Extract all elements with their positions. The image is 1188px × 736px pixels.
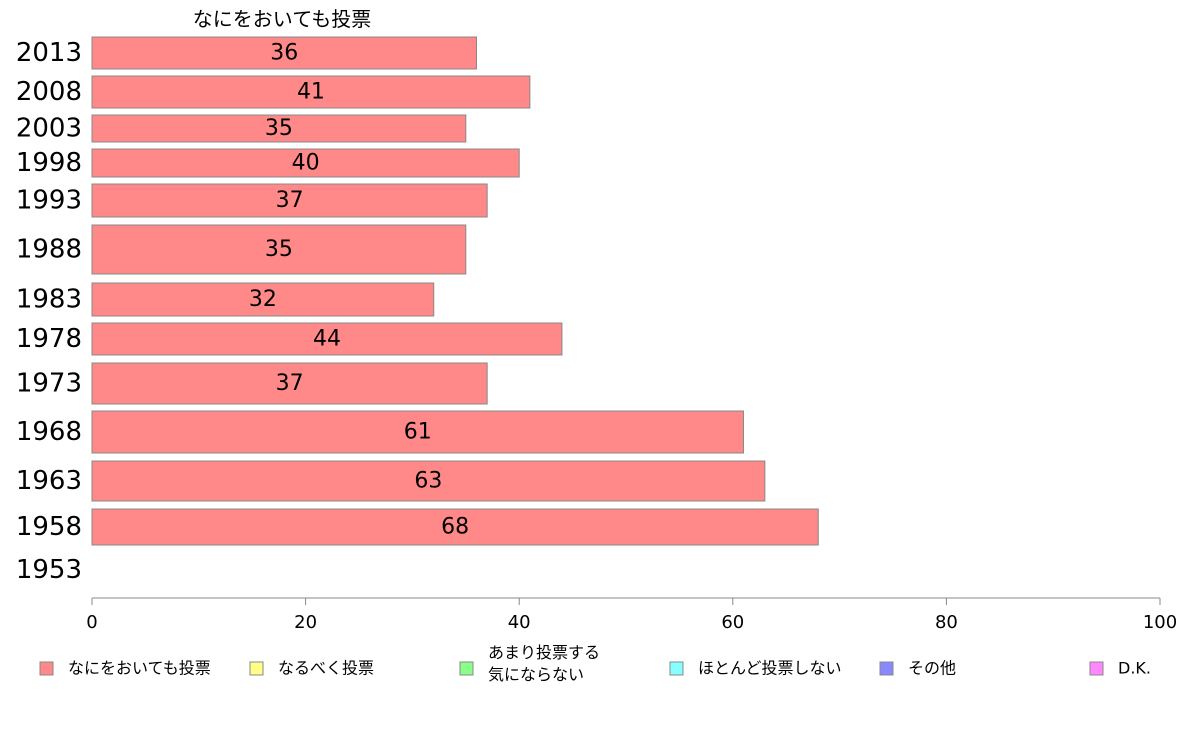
bar-1963: [91, 460, 766, 502]
legend-swatch-5: [1089, 661, 1104, 676]
category-label-1988: 1988: [16, 235, 82, 265]
legend-swatch-2: [459, 661, 474, 676]
category-labels: 2013 2008 2003 1998 1993 1988 1983 1978 1973 1968…: [16, 38, 82, 585]
bar-2013: [91, 36, 477, 70]
bar-value-label-1973: 37: [276, 371, 304, 396]
legend: なにをおいても投票 なるべく投票 あまり投票する気にならない ほとんど投票しない その他…: [39, 643, 1151, 684]
legend-label-0: なにをおいても投票: [68, 659, 211, 678]
bar-value-label-1968: 61: [404, 420, 432, 445]
legend-label-4: その他: [908, 659, 956, 678]
category-label-1968: 1968: [16, 417, 82, 447]
legend-swatch-3: [669, 661, 684, 676]
category-label-1993: 1993: [16, 186, 82, 216]
bar-1978: [91, 322, 563, 356]
series-header: なにをおいても投票: [193, 7, 371, 31]
bar-value-label-2008: 41: [297, 80, 325, 105]
bar-1993: [91, 183, 488, 218]
category-label-1998: 1998: [16, 148, 82, 178]
category-label-1978: 1978: [16, 324, 82, 354]
category-label-1958: 1958: [16, 512, 82, 542]
category-label-1973: 1973: [16, 369, 82, 399]
bar-1968: [91, 410, 744, 454]
category-label-1983: 1983: [16, 285, 82, 315]
bar-2008: [91, 75, 531, 109]
bar-value-label-2013: 36: [270, 41, 298, 66]
bar-value-label-1958: 68: [441, 515, 469, 540]
bar-value-label-1978: 44: [313, 327, 341, 352]
legend-label-3: ほとんど投票しない: [698, 659, 842, 678]
legend-swatch-1: [249, 661, 264, 676]
bar-1998: [91, 148, 520, 178]
legend-swatch-4: [879, 661, 894, 676]
bar-value-label-1983: 32: [249, 287, 277, 312]
bar-1973: [91, 362, 488, 405]
x-tick-label-80: 80: [935, 612, 958, 633]
bar-value-label-1998: 40: [292, 151, 320, 176]
x-tick-label-40: 40: [508, 612, 531, 633]
bar-value-label-1963: 63: [414, 469, 442, 494]
legend-label-5: D.K.: [1118, 659, 1151, 678]
bar-1958: [91, 508, 819, 546]
legend-label-2: あまり投票する気にならない: [488, 643, 600, 684]
category-label-2013: 2013: [16, 38, 82, 68]
x-tick-label-0: 0: [86, 612, 97, 633]
legend-label-1: なるべく投票: [278, 659, 374, 678]
bar-value-label-2003: 35: [265, 116, 293, 141]
x-tick-label-20: 20: [294, 612, 317, 633]
bar-2003: [91, 114, 467, 143]
bar-value-label-1988: 35: [265, 237, 293, 262]
category-label-2003: 2003: [16, 114, 82, 144]
x-axis: 0 20 40 60 80 100: [86, 597, 1177, 633]
bar-value-label-1993: 37: [276, 188, 304, 213]
bar-1988: [91, 224, 467, 275]
category-label-2008: 2008: [16, 77, 82, 107]
x-tick-label-100: 100: [1143, 612, 1177, 633]
bar-1983: [91, 282, 435, 317]
x-tick-label-60: 60: [721, 612, 744, 633]
category-label-1953: 1953: [16, 555, 82, 585]
legend-swatch-0: [39, 661, 54, 676]
category-label-1963: 1963: [16, 466, 82, 496]
